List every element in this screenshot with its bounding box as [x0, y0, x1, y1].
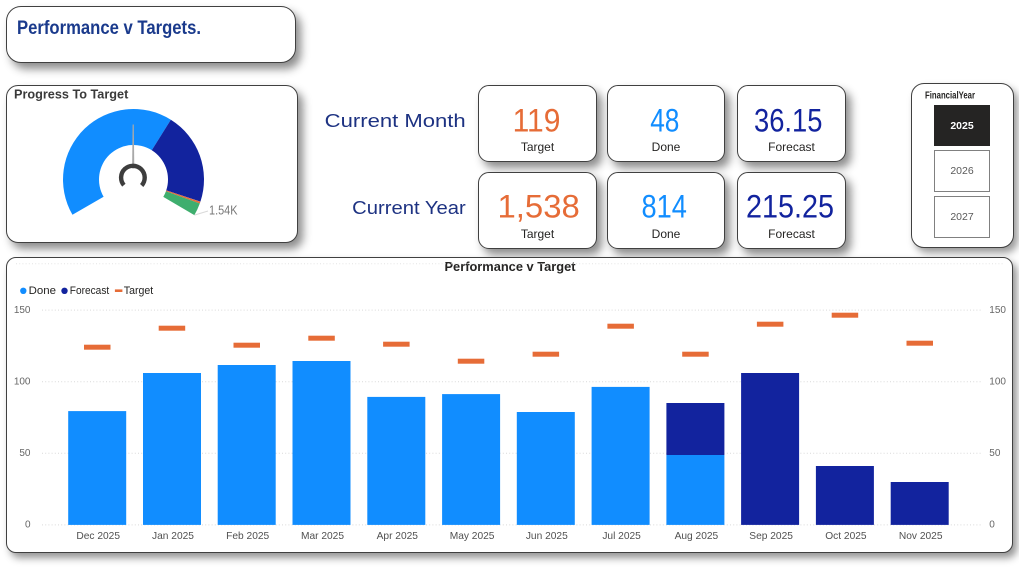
svg-text:Feb 2025: Feb 2025	[226, 531, 269, 542]
svg-text:Current Month: Current Month	[325, 111, 466, 131]
svg-text:FinancialYear: FinancialYear	[925, 91, 975, 102]
svg-text:Apr 2025: Apr 2025	[377, 531, 419, 542]
svg-text:50: 50	[19, 448, 31, 459]
svg-text:Mar 2025: Mar 2025	[301, 531, 344, 542]
svg-text:150: 150	[14, 305, 31, 316]
svg-text:Performance v Targets.: Performance v Targets.	[17, 18, 201, 39]
svg-text:Sep 2025: Sep 2025	[749, 531, 793, 542]
svg-text:Progress To Target: Progress To Target	[14, 88, 129, 102]
svg-text:1.54K: 1.54K	[209, 203, 238, 218]
svg-text:100: 100	[989, 377, 1006, 388]
svg-text:Dec 2025: Dec 2025	[76, 531, 120, 542]
svg-text:Jun 2025: Jun 2025	[526, 531, 568, 542]
svg-text:Target: Target	[124, 285, 153, 297]
svg-text:0: 0	[989, 519, 995, 530]
svg-text:50: 50	[989, 448, 1001, 459]
svg-text:Jan 2025: Jan 2025	[152, 531, 194, 542]
svg-text:Done: Done	[29, 285, 56, 297]
svg-text:Nov 2025: Nov 2025	[899, 531, 943, 542]
svg-text:150: 150	[989, 305, 1006, 316]
svg-text:Oct 2025: Oct 2025	[825, 531, 867, 542]
svg-text:Jul 2025: Jul 2025	[602, 531, 641, 542]
svg-text:100: 100	[14, 377, 31, 388]
svg-text:Forecast: Forecast	[70, 285, 109, 297]
svg-text:Aug 2025: Aug 2025	[675, 531, 719, 542]
svg-text:Current Year: Current Year	[352, 198, 466, 218]
svg-text:0: 0	[25, 519, 31, 530]
svg-text:Performance v Target: Performance v Target	[445, 260, 577, 274]
svg-text:May 2025: May 2025	[450, 531, 495, 542]
